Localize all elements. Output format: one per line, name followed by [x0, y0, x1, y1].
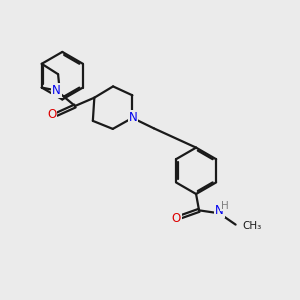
Text: O: O: [172, 212, 181, 225]
Text: N: N: [52, 84, 61, 97]
Text: CH₃: CH₃: [242, 221, 261, 231]
Text: N: N: [215, 204, 224, 218]
Text: N: N: [129, 110, 137, 124]
Text: O: O: [47, 108, 56, 121]
Text: H: H: [221, 201, 229, 211]
